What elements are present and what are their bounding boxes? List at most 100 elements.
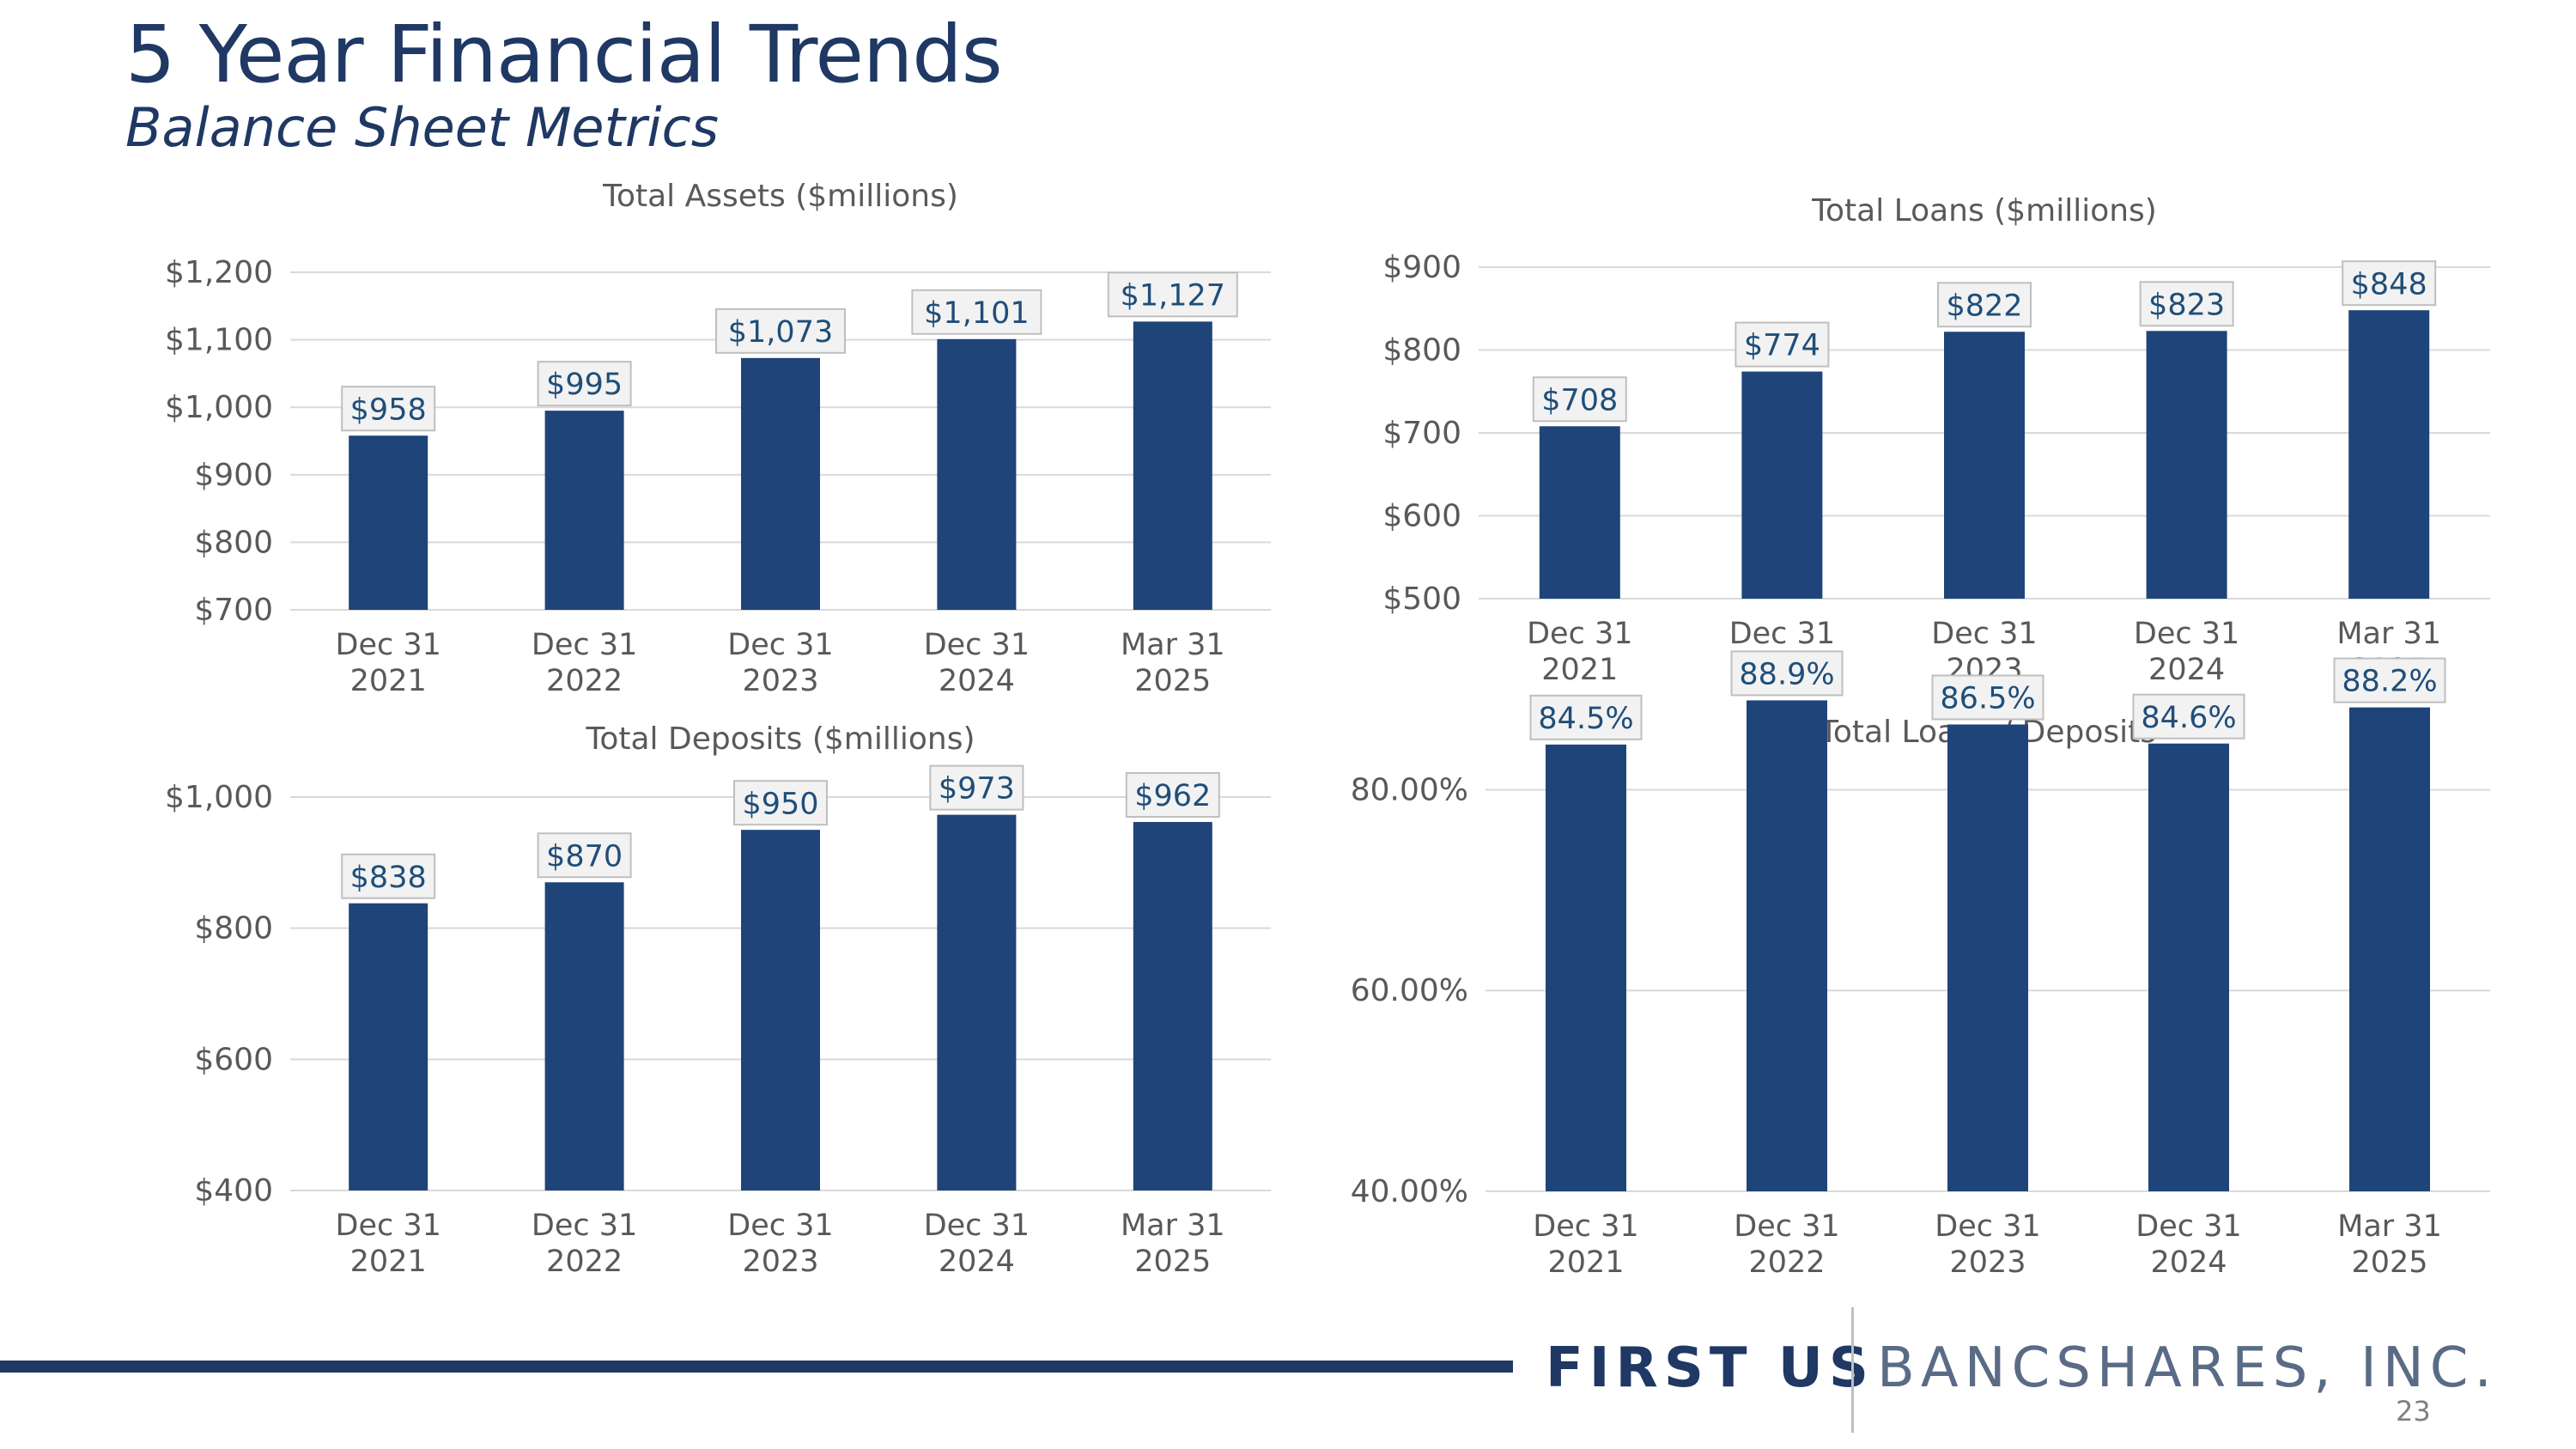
data-label: 86.5% bbox=[1940, 682, 2035, 716]
y-tick-label: $800 bbox=[1382, 333, 1461, 368]
bar bbox=[349, 435, 428, 610]
y-tick-label: $800 bbox=[194, 911, 273, 947]
x-tick-label: Dec 31 bbox=[1931, 617, 2037, 651]
loans-to-deposits-chart: Total Loans / Deposits40.00%60.00%80.00%… bbox=[1351, 650, 2490, 1280]
x-tick-label: Dec 31 bbox=[1935, 1209, 2040, 1244]
data-label-box bbox=[1937, 282, 2032, 328]
data-label-box bbox=[2333, 657, 2446, 703]
data-label: $823 bbox=[2148, 288, 2225, 322]
data-label: $708 bbox=[1541, 383, 1618, 417]
bar bbox=[937, 338, 1017, 610]
data-label: $1,101 bbox=[924, 296, 1029, 331]
x-tick-label: 2025 bbox=[1134, 664, 1211, 698]
bar bbox=[1133, 321, 1212, 610]
slide-title: 5 Year Financial Trends bbox=[125, 9, 1003, 100]
data-label: $973 bbox=[939, 772, 1015, 807]
data-label: $950 bbox=[742, 787, 818, 821]
bar bbox=[1741, 371, 1823, 599]
y-tick-label: $400 bbox=[194, 1173, 273, 1209]
x-tick-label: Mar 31 bbox=[2337, 1209, 2442, 1244]
data-label: $870 bbox=[546, 839, 623, 874]
chart-title: Total Deposits ($millions) bbox=[585, 721, 975, 757]
data-label-box bbox=[911, 289, 1042, 335]
x-tick-label: Dec 31 bbox=[727, 628, 833, 662]
data-label-box bbox=[537, 361, 632, 407]
x-tick-label: Dec 31 bbox=[1729, 617, 1835, 651]
y-tick-label: $600 bbox=[1382, 499, 1461, 534]
data-label: $838 bbox=[350, 861, 427, 895]
bar bbox=[741, 830, 820, 1190]
x-tick-label: 2024 bbox=[2148, 653, 2225, 687]
x-tick-label: 2024 bbox=[939, 664, 1015, 698]
x-tick-label: 2023 bbox=[742, 664, 818, 698]
brand-name-light: BANCSHARES, INC. bbox=[1877, 1336, 2498, 1400]
data-label-box bbox=[1107, 271, 1238, 318]
x-tick-label: Mar 31 bbox=[2336, 617, 2441, 651]
data-label-box bbox=[341, 853, 436, 899]
x-tick-label: 2023 bbox=[742, 1245, 818, 1279]
x-tick-label: 2021 bbox=[1541, 653, 1618, 687]
x-tick-label: 2022 bbox=[546, 1245, 623, 1279]
y-tick-label: $800 bbox=[194, 525, 273, 560]
data-label-box bbox=[1730, 650, 1844, 697]
data-label: $995 bbox=[546, 368, 623, 402]
x-tick-label: Mar 31 bbox=[1121, 1209, 1225, 1243]
data-label-box bbox=[1931, 674, 2044, 721]
bar bbox=[1747, 700, 1827, 1191]
data-label-box bbox=[2342, 260, 2437, 307]
bar bbox=[544, 882, 624, 1190]
bar bbox=[544, 411, 624, 610]
data-label-box bbox=[1532, 376, 1627, 423]
data-label-box bbox=[537, 832, 632, 879]
y-tick-label: $900 bbox=[194, 458, 273, 493]
bar bbox=[1944, 332, 2025, 599]
data-label: $962 bbox=[1134, 779, 1211, 813]
y-tick-label: $1,000 bbox=[165, 390, 273, 425]
data-label: $822 bbox=[1946, 289, 2022, 323]
y-tick-label: $500 bbox=[1382, 581, 1461, 617]
bar bbox=[2349, 707, 2430, 1191]
x-tick-label: Dec 31 bbox=[336, 628, 441, 662]
y-tick-label: $1,000 bbox=[165, 780, 273, 815]
bar bbox=[937, 814, 1017, 1190]
x-tick-label: Dec 31 bbox=[336, 1209, 441, 1243]
page-number: 23 bbox=[2396, 1395, 2431, 1428]
bar bbox=[1539, 426, 1620, 599]
bar bbox=[1546, 744, 1626, 1191]
x-tick-label: 2025 bbox=[2351, 1245, 2427, 1280]
x-tick-label: Dec 31 bbox=[2134, 617, 2239, 651]
x-tick-label: Dec 31 bbox=[1527, 617, 1632, 651]
chart-title: Total Loans ($millions) bbox=[1811, 193, 2157, 228]
bar bbox=[741, 357, 820, 610]
total-deposits-chart: Total Deposits ($millions) $400 $600 $800 $1… bbox=[165, 721, 1271, 1279]
x-tick-label: 2021 bbox=[1547, 1245, 1624, 1280]
data-label: $1,127 bbox=[1121, 278, 1225, 313]
slide-subtitle: Balance Sheet Metrics bbox=[125, 96, 719, 159]
bar bbox=[2148, 743, 2229, 1191]
x-tick-label: 2022 bbox=[546, 664, 623, 698]
total-loans-chart: Total Loans ($millions) $500 $600 $700 $800 $… bbox=[1382, 193, 2490, 687]
y-tick-label: $600 bbox=[194, 1042, 273, 1077]
bar bbox=[2146, 331, 2227, 599]
y-tick-label: 60.00% bbox=[1351, 973, 1468, 1008]
x-tick-label: Dec 31 bbox=[532, 1209, 637, 1243]
x-tick-label: Dec 31 bbox=[1734, 1209, 1839, 1244]
bar bbox=[349, 903, 428, 1190]
data-label: $774 bbox=[1744, 329, 1820, 363]
data-label: 88.9% bbox=[1739, 658, 1834, 692]
data-label: $958 bbox=[350, 393, 427, 427]
data-label-box bbox=[1529, 694, 1643, 740]
x-tick-label: Dec 31 bbox=[727, 1209, 833, 1243]
data-label-box bbox=[929, 764, 1024, 811]
data-label: 84.6% bbox=[2141, 701, 2236, 735]
x-tick-label: 2023 bbox=[1949, 1245, 2026, 1280]
x-tick-label: 2024 bbox=[939, 1245, 1015, 1279]
chart-title: Total Assets ($millions) bbox=[602, 179, 958, 214]
x-tick-label: Dec 31 bbox=[924, 1209, 1030, 1243]
data-label-box bbox=[733, 780, 828, 826]
x-tick-label: Dec 31 bbox=[2136, 1209, 2241, 1244]
data-label-box bbox=[2132, 693, 2245, 740]
data-label: $1,073 bbox=[728, 315, 833, 350]
bar bbox=[1947, 724, 2028, 1191]
data-label-box bbox=[715, 307, 846, 354]
